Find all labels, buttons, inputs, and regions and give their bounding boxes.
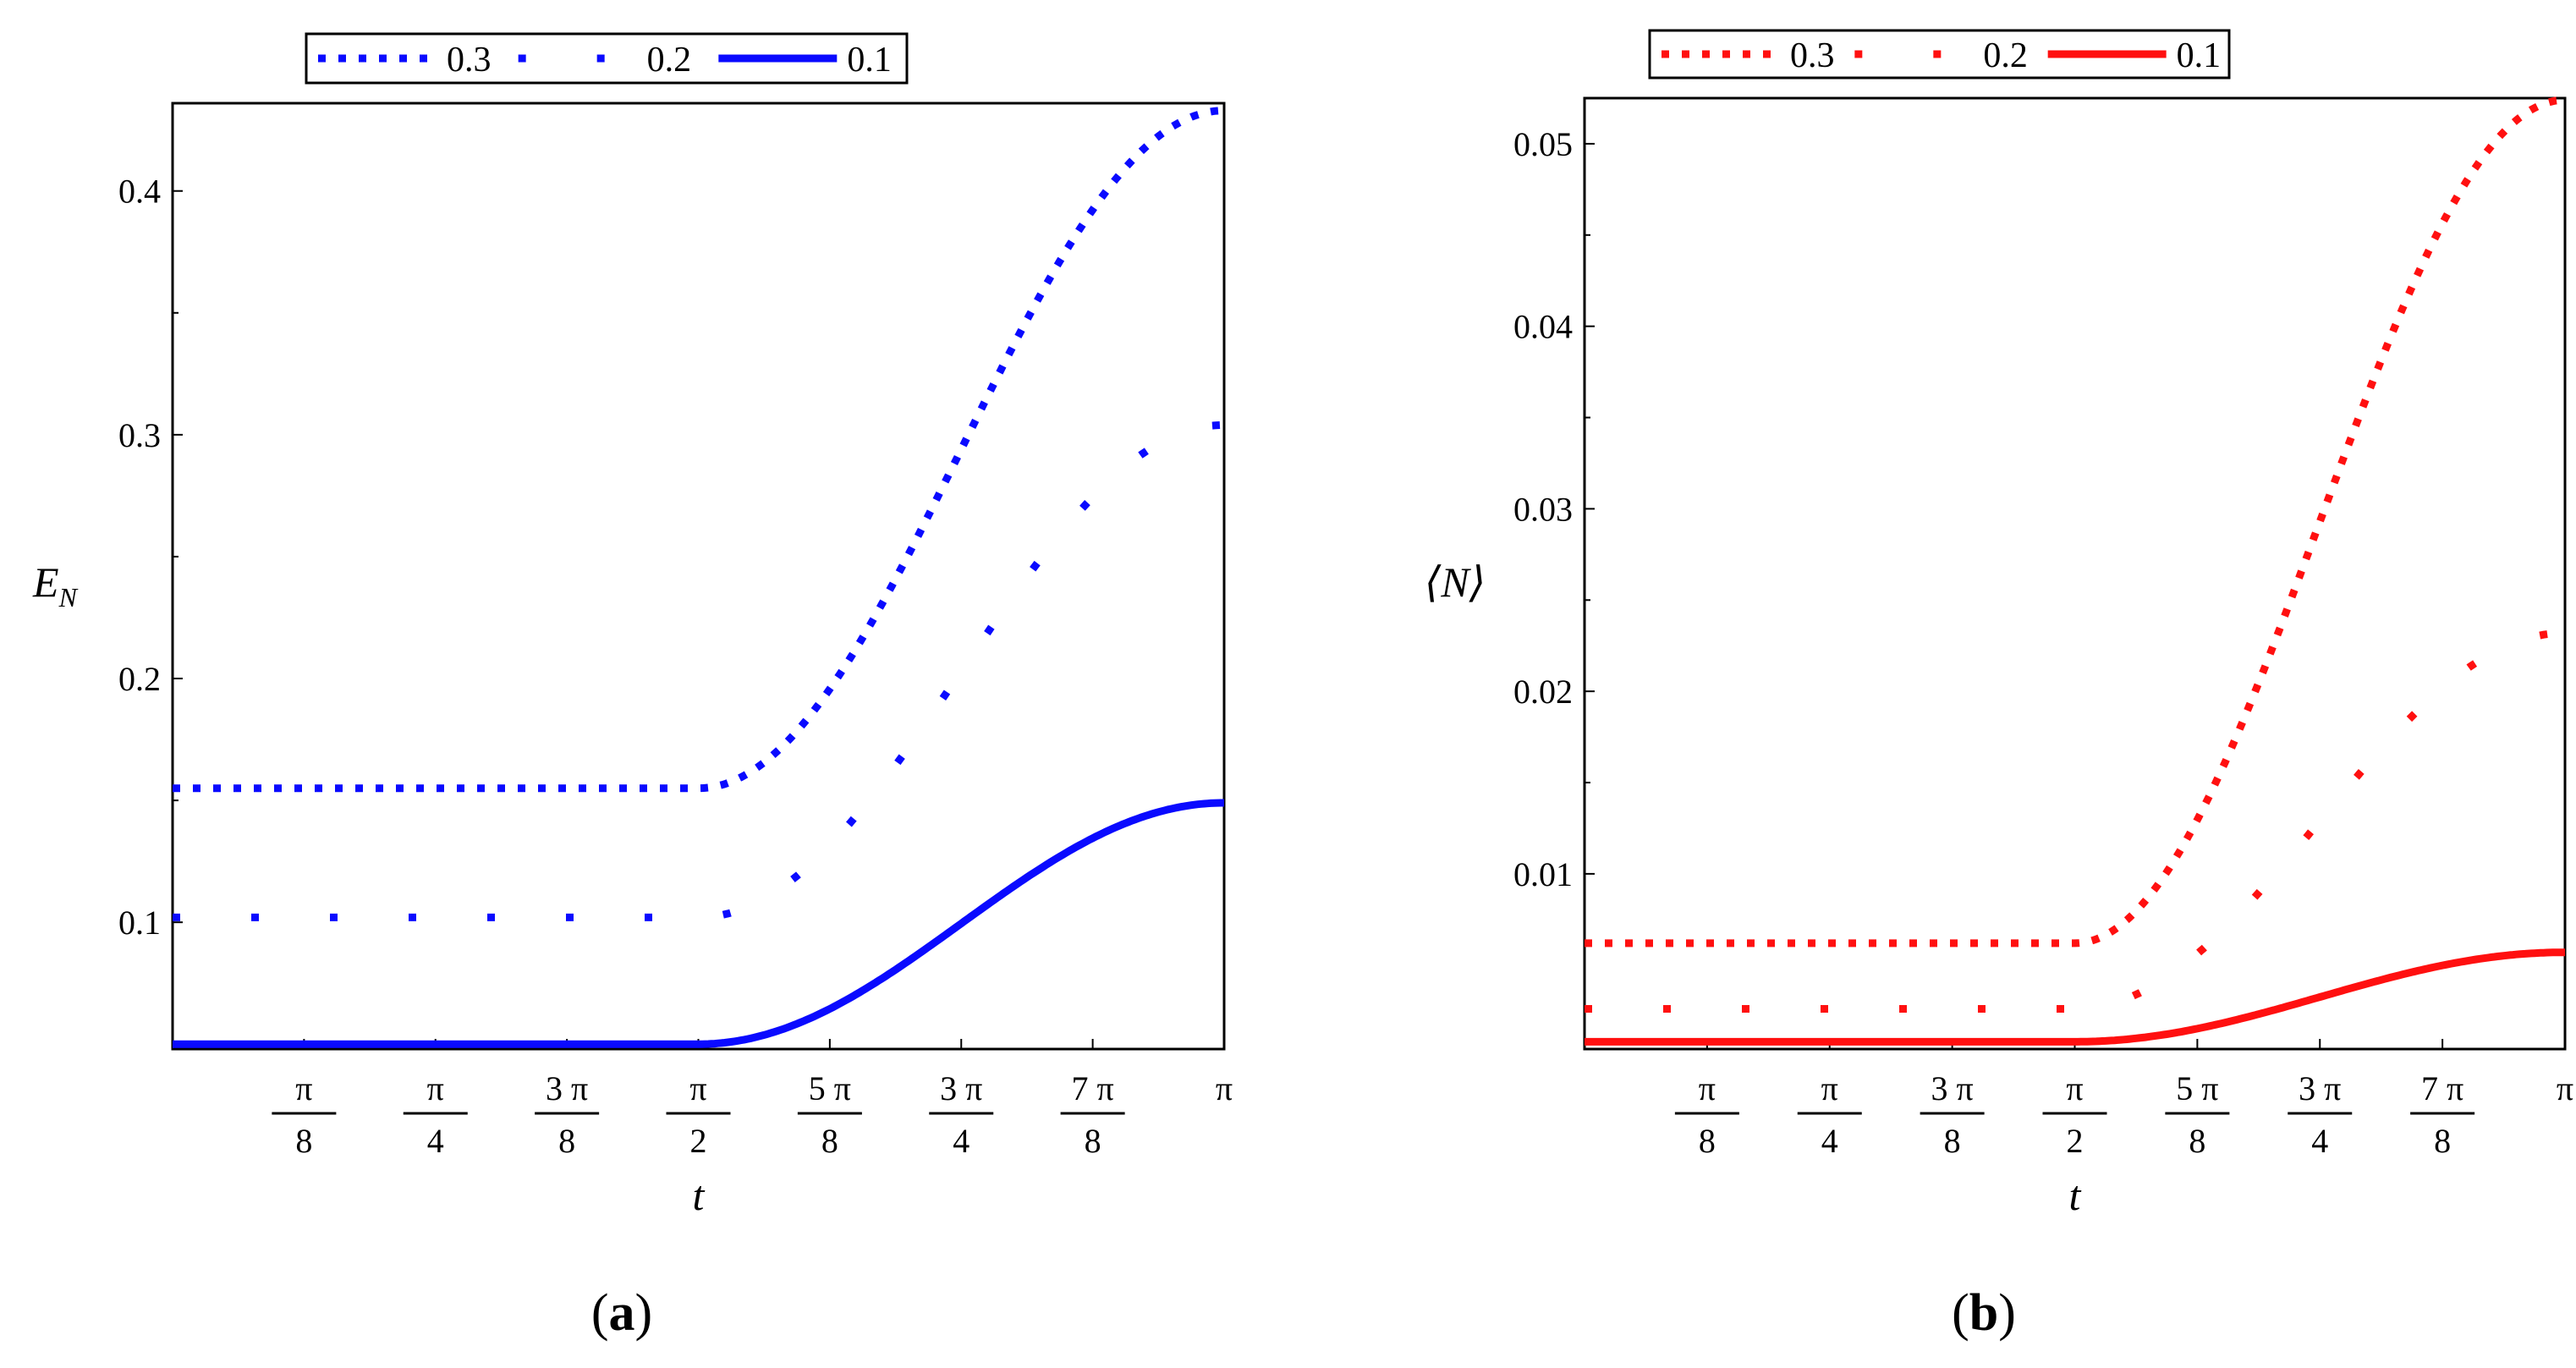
x-tick-numerator: 3 π (1931, 1069, 1974, 1107)
y-tick-label: 0.4 (118, 173, 161, 211)
series-line-0.3 (1585, 96, 2566, 948)
y-tick-label: 0.02 (1513, 673, 1573, 711)
caption-b-open: ( (1952, 1284, 1969, 1342)
x-tick-denominator: 8 (2434, 1122, 2451, 1160)
y-tick-label: 0.04 (1513, 308, 1573, 346)
x-tick-numerator: 3 π (546, 1069, 588, 1107)
x-tick-denominator: 8 (295, 1122, 312, 1160)
legend-label: 0.1 (847, 41, 891, 80)
x-tick-denominator: 8 (558, 1122, 575, 1160)
x-tick-numerator: 5 π (809, 1069, 851, 1107)
legend-label: 0.3 (447, 41, 492, 80)
y-tick-label: 0.1 (118, 904, 161, 942)
panel-a: 0.1 0.2 0.3 0.4 π 8 π 4 3 π 8 π 2 5 π 8 3 π 4 7 π 8 π t EN 0.… (32, 32, 1233, 1219)
y-tick-label: 0.3 (118, 416, 161, 454)
x-tick-numerator: 3 π (940, 1069, 982, 1107)
x-tick-numerator: π (2066, 1069, 2083, 1107)
legend-label: 0.1 (2177, 36, 2222, 75)
legend-label: 0.2 (647, 41, 692, 80)
x-tick-denominator: 8 (1699, 1122, 1716, 1160)
x-tick-numerator: π (427, 1069, 444, 1107)
x-tick-label: π (2557, 1069, 2573, 1107)
caption-b-letter: b (1969, 1284, 1998, 1342)
legend-label: 0.3 (1790, 36, 1835, 75)
y-axis-title-main: E (32, 558, 59, 606)
x-tick-numerator: 7 π (2421, 1069, 2463, 1107)
x-tick-denominator: 8 (821, 1122, 838, 1160)
x-tick-numerator: π (295, 1069, 312, 1107)
x-tick-denominator: 8 (1944, 1122, 1961, 1160)
x-tick-denominator: 4 (2311, 1122, 2328, 1160)
x-tick-denominator: 4 (953, 1122, 969, 1160)
caption-a-close: ) (635, 1284, 653, 1342)
x-tick-numerator: π (1699, 1069, 1716, 1107)
x-tick-numerator: 3 π (2299, 1069, 2341, 1107)
x-tick-denominator: 4 (1821, 1122, 1838, 1160)
x-tick-numerator: π (689, 1069, 706, 1107)
plot-frame (1583, 96, 2567, 1051)
y-axis-title-main: ⟨N⟩ (1425, 558, 1486, 606)
y-tick-label: 0.03 (1513, 490, 1573, 528)
x-tick-numerator: 5 π (2176, 1069, 2218, 1107)
y-axis-title: EN (32, 558, 79, 613)
legend: 0.3 0.2 0.1 (1648, 29, 2231, 80)
series-line-0.1 (173, 799, 1224, 1048)
series-line-0.2 (1585, 629, 2566, 1013)
series-line-0.2 (173, 420, 1224, 921)
y-axis-title-sub: N (58, 582, 79, 613)
caption-b: (b) (1952, 1284, 2016, 1342)
x-tick-denominator: 8 (2189, 1122, 2205, 1160)
y-tick-label: 0.01 (1513, 855, 1573, 893)
x-tick-denominator: 4 (427, 1122, 444, 1160)
x-tick-label: π (1216, 1069, 1233, 1107)
caption-a-open: ( (591, 1284, 609, 1342)
series-line-0.3 (173, 107, 1225, 793)
caption-a-letter: a (609, 1284, 635, 1342)
legend-label: 0.2 (1983, 36, 2028, 75)
x-tick-denominator: 2 (2067, 1122, 2084, 1160)
x-tick-numerator: 7 π (1072, 1069, 1114, 1107)
x-axis-title: t (693, 1172, 706, 1219)
x-tick-numerator: π (1821, 1069, 1838, 1107)
x-axis-title: t (2069, 1172, 2082, 1219)
panel-b: 0.01 0.02 0.03 0.04 0.05 π 8 π 4 3 π 8 π 2 5 π 8 3 π 4 7 … (1425, 29, 2573, 1219)
caption-a: (a) (591, 1284, 652, 1342)
caption-b-close: ) (1998, 1284, 2016, 1342)
legend: 0.3 0.2 0.1 (305, 32, 909, 85)
x-tick-denominator: 2 (690, 1122, 707, 1160)
y-tick-label: 0.2 (118, 660, 161, 698)
x-tick-denominator: 8 (1085, 1122, 1101, 1160)
series-line-0.1 (1585, 948, 2565, 1046)
y-tick-label: 0.05 (1513, 125, 1573, 163)
y-axis-title: ⟨N⟩ (1425, 558, 1486, 606)
